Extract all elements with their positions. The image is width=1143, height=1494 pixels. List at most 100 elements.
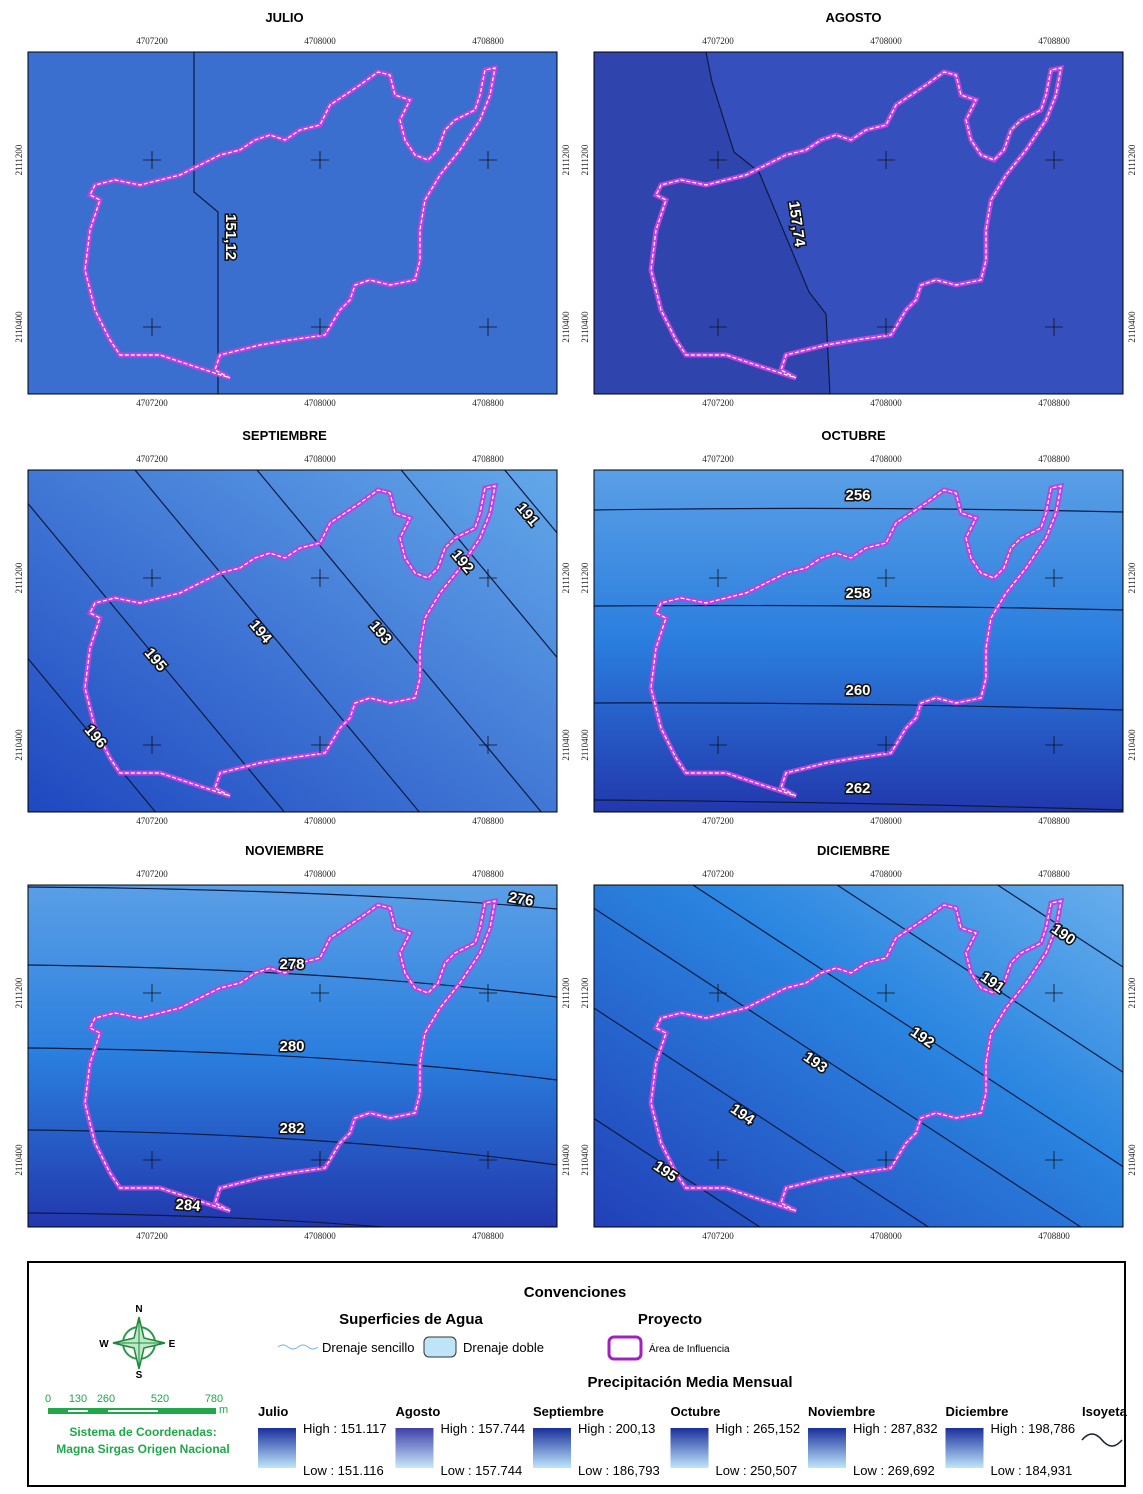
isoline-label: 262	[845, 780, 870, 797]
grid-cross	[709, 318, 727, 336]
panel-title: DICIEMBRE	[817, 843, 890, 858]
grid-cross	[479, 1151, 497, 1169]
precip-title: Precipitación Media Mensual	[587, 1374, 792, 1391]
x-tick-bottom: 4707200	[702, 398, 734, 408]
grid-cross	[709, 569, 727, 587]
isoline-label: 284	[175, 1196, 202, 1215]
x-tick-bottom: 4708800	[1038, 398, 1070, 408]
month-low: Low : 151.116	[303, 1463, 384, 1478]
compass-s: S	[136, 1370, 143, 1381]
x-tick-bottom: 4708800	[472, 816, 504, 826]
x-tick-bottom: 4708000	[304, 398, 336, 408]
legend-box	[27, 1261, 1126, 1487]
map-body	[594, 470, 1123, 812]
y-tick-left: 2111200	[580, 562, 590, 593]
x-tick-top: 4708000	[870, 869, 902, 879]
y-tick-left: 2110400	[14, 1144, 24, 1176]
map-body	[28, 885, 557, 1227]
isoline	[28, 502, 286, 812]
y-tick-right: 2111200	[1127, 977, 1137, 1008]
isoline	[594, 1117, 761, 1227]
isoline	[256, 470, 543, 812]
compass-n: N	[135, 1304, 142, 1315]
x-tick-top: 4707200	[136, 869, 168, 879]
scale-label: 0	[45, 1393, 51, 1405]
x-tick-bottom: 4708800	[1038, 816, 1070, 826]
month-name: Noviembre	[808, 1404, 875, 1419]
y-tick-right: 2111200	[561, 977, 571, 1008]
isoline	[594, 507, 1123, 513]
scale-label: 130	[69, 1393, 87, 1405]
x-tick-top: 4708800	[472, 454, 504, 464]
legend-title: Convenciones	[524, 1284, 627, 1301]
grid-cross	[311, 736, 329, 754]
y-tick-left: 2111200	[580, 144, 590, 175]
grid-cross	[877, 569, 895, 587]
x-tick-bottom: 4708800	[472, 398, 504, 408]
y-tick-right: 2110400	[1127, 729, 1137, 761]
grid-cross	[1045, 318, 1063, 336]
panel-frame	[593, 51, 1124, 395]
x-tick-bottom: 4707200	[702, 816, 734, 826]
panel-frame	[27, 51, 558, 395]
panels: 151,12 JULIO 4707200 4707200 4708000 4708000 4…	[14, 10, 1137, 1241]
isoline	[134, 470, 421, 812]
map-panel: 151,12 JULIO 4707200 4707200 4708000 4708000 4…	[14, 10, 571, 408]
map-body	[28, 52, 557, 394]
scale-unit: m	[219, 1404, 228, 1416]
raster	[594, 470, 1123, 812]
raster-zone	[594, 52, 830, 394]
month-low: Low : 269,692	[853, 1463, 935, 1478]
x-tick-top: 4708000	[304, 869, 336, 879]
x-tick-top: 4707200	[702, 454, 734, 464]
panel-title: JULIO	[265, 10, 303, 25]
grid-cross	[709, 984, 727, 1002]
month-name: Septiembre	[533, 1404, 604, 1419]
grid-cross	[311, 569, 329, 587]
grid-cross	[311, 151, 329, 169]
map-panel: 190191192193194195DICIEMBRE4707200470720…	[580, 843, 1137, 1241]
map-panel: 256 258 260 262 OCTUBRE 4707200 4707200 4708000…	[580, 428, 1137, 826]
scale-label: 780	[205, 1393, 223, 1405]
isoline	[400, 470, 557, 659]
map-body	[28, 470, 557, 812]
grid-cross	[311, 1151, 329, 1169]
panel-title: SEPTIEMBRE	[242, 428, 327, 443]
isoline	[28, 657, 157, 812]
isoline-icon	[1081, 1433, 1123, 1447]
grid-cross	[1045, 984, 1063, 1002]
x-tick-bottom: 4708800	[472, 1231, 504, 1241]
isoline-label: 258	[845, 585, 870, 602]
x-tick-bottom: 4708000	[870, 1231, 902, 1241]
crs-label: Sistema de Coordenadas:	[69, 1425, 216, 1439]
grid-cross	[877, 1151, 895, 1169]
grid-cross	[877, 318, 895, 336]
isoline-label: 151,12	[222, 214, 239, 260]
scale-bar	[48, 1408, 216, 1414]
x-tick-bottom: 4707200	[702, 1231, 734, 1241]
grid-cross	[479, 984, 497, 1002]
y-tick-right: 2110400	[1127, 311, 1137, 343]
month-high: High : 198,786	[991, 1421, 1076, 1436]
isoline-label: 256	[845, 487, 870, 504]
compass-w: W	[99, 1339, 109, 1350]
month-ramp	[670, 1428, 709, 1468]
grid-cross	[143, 984, 161, 1002]
panel-frame	[593, 884, 1124, 1228]
x-tick-bottom: 4708000	[870, 398, 902, 408]
grid-cross	[877, 736, 895, 754]
grid-cross	[1045, 1151, 1063, 1169]
y-tick-right: 2111200	[1127, 144, 1137, 175]
y-tick-right: 2111200	[561, 562, 571, 593]
x-tick-bottom: 4708000	[870, 816, 902, 826]
month-ramp	[945, 1428, 984, 1468]
grid-cross	[143, 569, 161, 587]
compass	[112, 1316, 166, 1370]
y-tick-right: 2110400	[1127, 1144, 1137, 1176]
project-title: Proyecto	[638, 1311, 702, 1328]
grid-cross	[877, 151, 895, 169]
grid-cross	[709, 151, 727, 169]
scale-label: 520	[151, 1393, 169, 1405]
x-tick-top: 4708000	[870, 36, 902, 46]
